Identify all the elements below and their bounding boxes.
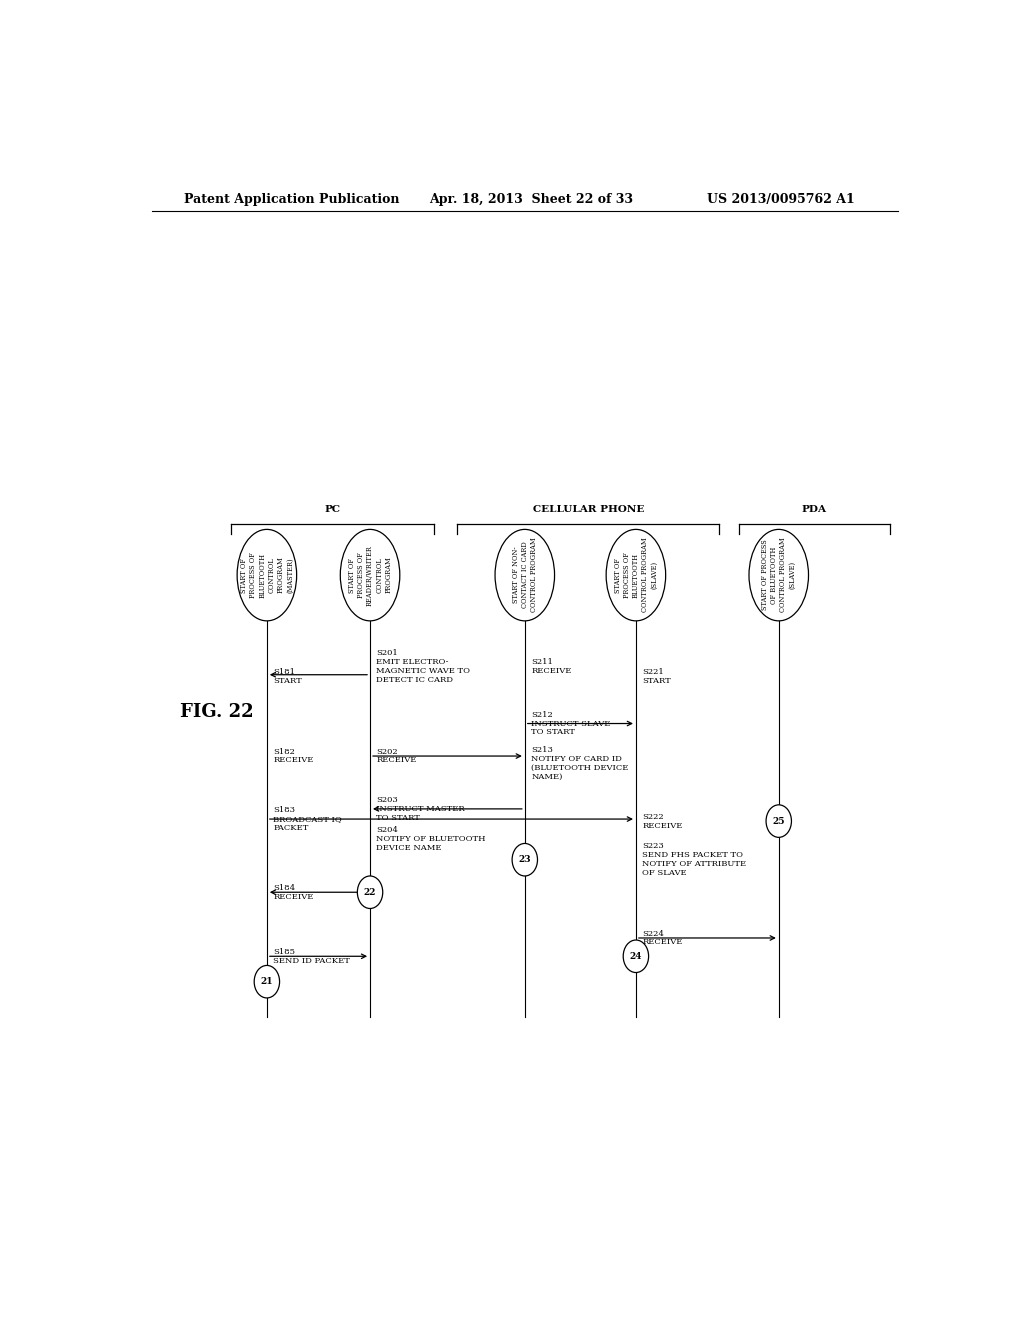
Text: START OF PROCESS
OF BLUETOOTH
CONTROL PROGRAM
(SLAVE): START OF PROCESS OF BLUETOOTH CONTROL PR… xyxy=(761,537,797,612)
Text: 25: 25 xyxy=(772,817,785,825)
Text: PC: PC xyxy=(325,506,340,515)
Text: S201
EMIT ELECTRO-
MAGNETIC WAVE TO
DETECT IC CARD: S201 EMIT ELECTRO- MAGNETIC WAVE TO DETE… xyxy=(377,649,470,684)
Text: PDA: PDA xyxy=(802,506,827,515)
Text: 24: 24 xyxy=(630,952,642,961)
Text: 21: 21 xyxy=(260,977,273,986)
Text: S182
RECEIVE: S182 RECEIVE xyxy=(273,747,313,764)
Text: START OF
PROCESS OF
BLUETOOTH
CONTROL
PROGRAM
(MASTER): START OF PROCESS OF BLUETOOTH CONTROL PR… xyxy=(240,552,294,598)
Text: S221
START: S221 START xyxy=(642,668,671,685)
Text: START OF
PROCESS OF
READER/WRITER
CONTROL
PROGRAM: START OF PROCESS OF READER/WRITER CONTRO… xyxy=(348,545,392,606)
Text: 22: 22 xyxy=(364,888,376,896)
Text: S223
SEND FHS PACKET TO
NOTIFY OF ATTRIBUTE
OF SLAVE: S223 SEND FHS PACKET TO NOTIFY OF ATTRIB… xyxy=(642,842,746,876)
Text: US 2013/0095762 A1: US 2013/0095762 A1 xyxy=(708,193,855,206)
Text: Patent Application Publication: Patent Application Publication xyxy=(183,193,399,206)
Circle shape xyxy=(624,940,648,973)
Text: Apr. 18, 2013  Sheet 22 of 33: Apr. 18, 2013 Sheet 22 of 33 xyxy=(430,193,634,206)
Text: CELLULAR PHONE: CELLULAR PHONE xyxy=(532,506,644,515)
Text: S212
INSTRUCT SLAVE
TO START: S212 INSTRUCT SLAVE TO START xyxy=(531,710,610,737)
Text: S211
RECEIVE: S211 RECEIVE xyxy=(531,659,571,675)
Text: S181
START: S181 START xyxy=(273,668,302,685)
Text: FIG. 22: FIG. 22 xyxy=(179,704,253,721)
Text: S185
SEND ID PACKET: S185 SEND ID PACKET xyxy=(273,948,350,965)
Text: S224
RECEIVE: S224 RECEIVE xyxy=(642,929,683,946)
Text: S213
NOTIFY OF CARD ID
(BLUETOOTH DEVICE
NAME): S213 NOTIFY OF CARD ID (BLUETOOTH DEVICE… xyxy=(531,746,629,780)
Circle shape xyxy=(766,805,792,837)
Text: S204
NOTIFY OF BLUETOOTH
DEVICE NAME: S204 NOTIFY OF BLUETOOTH DEVICE NAME xyxy=(377,826,486,853)
Text: S184
RECEIVE: S184 RECEIVE xyxy=(273,884,313,900)
Text: START OF NON-
CONTACT IC CARD
CONTROL PROGRAM: START OF NON- CONTACT IC CARD CONTROL PR… xyxy=(512,537,538,612)
Circle shape xyxy=(254,965,280,998)
Text: S183
BROADCAST IQ
PACKET: S183 BROADCAST IQ PACKET xyxy=(273,807,342,832)
Text: S222
RECEIVE: S222 RECEIVE xyxy=(642,813,683,829)
Text: S202
RECEIVE: S202 RECEIVE xyxy=(377,747,417,764)
Circle shape xyxy=(357,876,383,908)
Circle shape xyxy=(512,843,538,876)
Text: START OF
PROCESS OF
BLUETOOTH
CONTROL PROGRAM
(SLAVE): START OF PROCESS OF BLUETOOTH CONTROL PR… xyxy=(613,537,658,612)
Text: S203
INSTRUCT MASTER
TO START: S203 INSTRUCT MASTER TO START xyxy=(377,796,465,822)
Text: 23: 23 xyxy=(518,855,531,865)
